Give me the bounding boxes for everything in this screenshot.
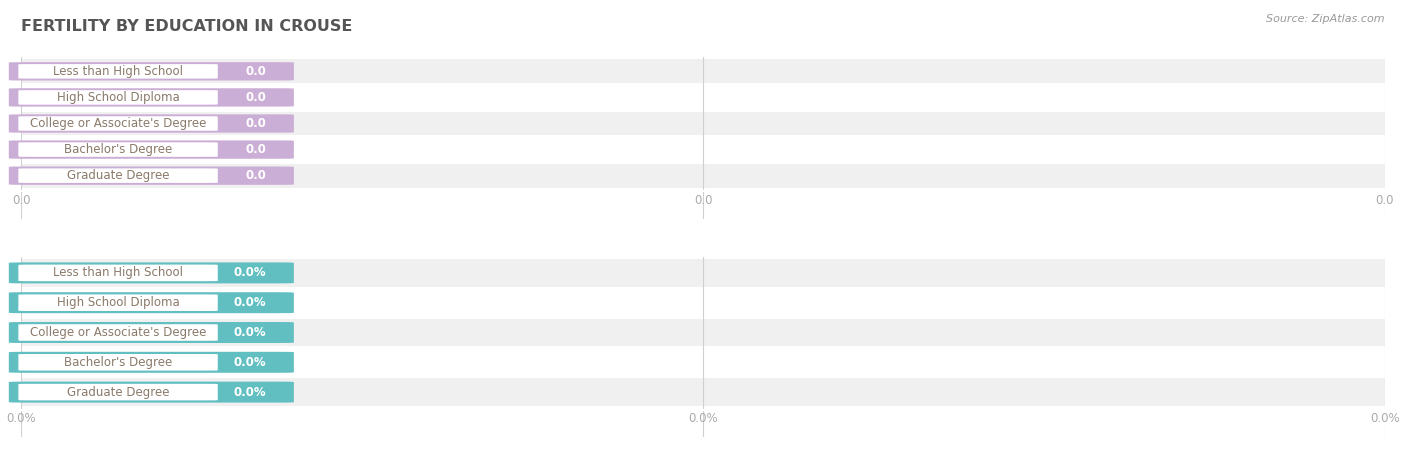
Text: FERTILITY BY EDUCATION IN CROUSE: FERTILITY BY EDUCATION IN CROUSE — [21, 19, 353, 34]
Text: 0.0%: 0.0% — [233, 326, 267, 339]
FancyBboxPatch shape — [8, 352, 294, 373]
Text: Less than High School: Less than High School — [53, 266, 183, 279]
Text: 0.0: 0.0 — [246, 169, 267, 182]
Text: 0.0: 0.0 — [246, 143, 267, 156]
FancyBboxPatch shape — [18, 90, 218, 104]
Bar — [21, 86, 1385, 109]
FancyBboxPatch shape — [18, 354, 218, 370]
Bar — [21, 259, 1385, 286]
Text: High School Diploma: High School Diploma — [56, 91, 180, 104]
Text: 0.0%: 0.0% — [6, 412, 37, 425]
FancyBboxPatch shape — [18, 116, 218, 131]
FancyBboxPatch shape — [8, 62, 294, 81]
Text: Source: ZipAtlas.com: Source: ZipAtlas.com — [1267, 14, 1385, 24]
FancyBboxPatch shape — [18, 142, 218, 157]
Text: 0.0: 0.0 — [246, 91, 267, 104]
Bar — [21, 349, 1385, 376]
FancyBboxPatch shape — [18, 169, 218, 183]
Text: 0.0%: 0.0% — [688, 412, 718, 425]
Text: 0.0%: 0.0% — [233, 296, 267, 309]
Text: 0.0: 0.0 — [693, 194, 713, 207]
Text: Graduate Degree: Graduate Degree — [67, 169, 169, 182]
Text: 0.0%: 0.0% — [233, 386, 267, 399]
FancyBboxPatch shape — [8, 381, 294, 403]
Text: Graduate Degree: Graduate Degree — [67, 386, 169, 399]
Text: College or Associate's Degree: College or Associate's Degree — [30, 326, 207, 339]
FancyBboxPatch shape — [18, 64, 218, 78]
FancyBboxPatch shape — [8, 141, 294, 159]
Bar — [21, 289, 1385, 316]
FancyBboxPatch shape — [18, 384, 218, 400]
FancyBboxPatch shape — [8, 292, 294, 313]
Text: Bachelor's Degree: Bachelor's Degree — [63, 356, 172, 369]
Text: College or Associate's Degree: College or Associate's Degree — [30, 117, 207, 130]
Bar — [21, 164, 1385, 188]
Text: 0.0%: 0.0% — [233, 266, 267, 279]
Bar — [21, 379, 1385, 406]
Text: Bachelor's Degree: Bachelor's Degree — [63, 143, 172, 156]
Bar — [21, 319, 1385, 346]
FancyBboxPatch shape — [18, 324, 218, 341]
Bar — [21, 59, 1385, 83]
FancyBboxPatch shape — [8, 262, 294, 284]
FancyBboxPatch shape — [18, 294, 218, 311]
Text: 0.0%: 0.0% — [1369, 412, 1400, 425]
Text: 0.0: 0.0 — [246, 117, 267, 130]
Text: 0.0%: 0.0% — [233, 356, 267, 369]
FancyBboxPatch shape — [8, 88, 294, 106]
Text: 0.0: 0.0 — [246, 65, 267, 78]
FancyBboxPatch shape — [8, 114, 294, 133]
FancyBboxPatch shape — [18, 265, 218, 281]
Text: 0.0: 0.0 — [1375, 194, 1395, 207]
Text: 0.0: 0.0 — [11, 194, 31, 207]
Bar — [21, 138, 1385, 162]
FancyBboxPatch shape — [8, 322, 294, 343]
FancyBboxPatch shape — [8, 166, 294, 185]
Text: High School Diploma: High School Diploma — [56, 296, 180, 309]
Bar — [21, 112, 1385, 135]
Text: Less than High School: Less than High School — [53, 65, 183, 78]
